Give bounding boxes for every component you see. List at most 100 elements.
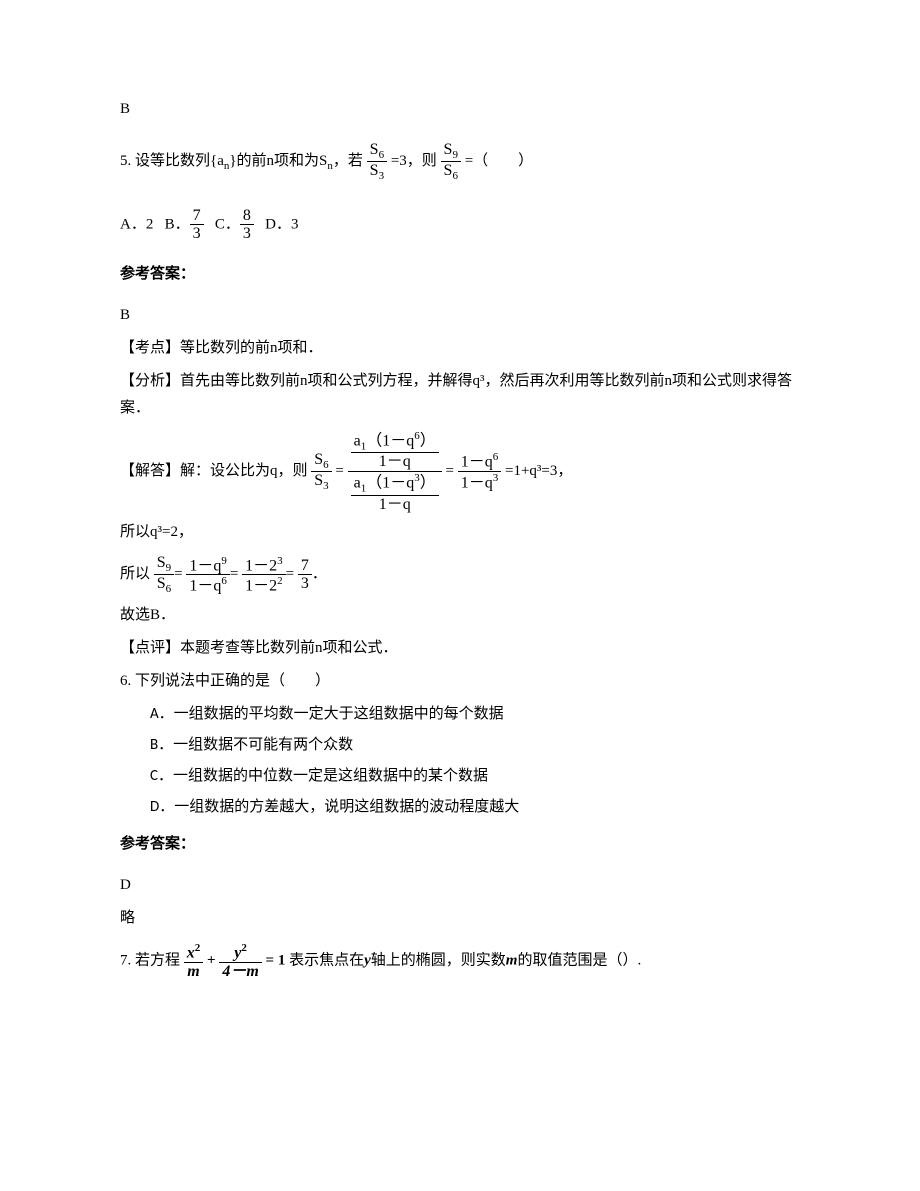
optB-frac: 73	[190, 207, 204, 243]
optC-frac: 83	[240, 207, 254, 243]
s6bs: 6	[166, 584, 172, 596]
q5-text3: ，若	[333, 153, 363, 169]
f-232: 1－23 1－22	[242, 555, 286, 596]
q7-tail: 的取值范围是（）.	[517, 952, 641, 968]
rds: 3	[493, 472, 499, 484]
mvar: m	[506, 952, 518, 968]
d22: 1－2	[245, 578, 277, 595]
bignum: a1（1－q6） 1－q	[351, 430, 439, 471]
d3: 3	[298, 575, 312, 593]
m1: m	[184, 963, 204, 981]
optCn: 8	[240, 207, 254, 226]
bigfrac: a1（1－q6） 1－q a1（1－q3） 1－q	[348, 430, 442, 513]
rightfrac: 1－q6 1－q3	[458, 451, 502, 492]
optBn: 7	[190, 207, 204, 226]
n23: 1－2	[245, 557, 277, 574]
rest2: （1－q	[366, 474, 414, 491]
ref-answer-label-1: 参考答案：	[120, 261, 810, 288]
q7-mid2: 轴上的椭圆，则实数	[371, 952, 506, 968]
rn: 1－q	[461, 453, 493, 470]
q7-mid: 表示焦点在	[289, 952, 364, 968]
q6-optC: C．一组数据的中位数一定是这组数据中的某个数据	[150, 763, 810, 790]
f1d: S	[370, 162, 379, 179]
q9ns: 9	[221, 555, 227, 567]
eq1: = 1	[266, 952, 286, 968]
s9s: 9	[166, 562, 172, 574]
q6ds: 6	[221, 575, 227, 587]
q6-answer-letter: D	[120, 872, 810, 899]
n7: 7	[298, 557, 312, 576]
f1ns: 6	[379, 149, 385, 161]
rest2b: ）	[420, 474, 436, 491]
plus: +	[207, 952, 219, 968]
optA: A．2	[120, 216, 153, 232]
f2ds: 6	[452, 170, 458, 182]
q7-stem: 7. 若方程 x2 m + y2 4－m = 1 表示焦点在y轴上的椭圆，则实数…	[120, 942, 810, 981]
rd: 1－q	[461, 474, 493, 491]
jieda-s6s3: S6 S3	[311, 451, 331, 493]
s9: S	[157, 554, 166, 571]
xsq: 2	[195, 942, 201, 954]
q5-eq3: =3，则	[391, 153, 437, 169]
q6-lue: 略	[120, 905, 810, 932]
q6-optD: D．一组数据的方差越大，说明这组数据的波动程度越大	[150, 794, 810, 821]
a1b: a	[354, 474, 361, 491]
s6s: 6	[323, 459, 329, 471]
s6b: S	[157, 575, 166, 592]
optC-pre: C．	[215, 216, 240, 232]
ysq: 2	[241, 942, 247, 954]
q7-pre: 7. 若方程	[120, 952, 184, 968]
f-73: 7 3	[298, 557, 312, 593]
suoyi2: 所以 S9 S6 = 1－q9 1－q6 = 1－23 1－22 = 7 3 ．	[120, 554, 810, 596]
f2ns: 9	[452, 149, 458, 161]
q6d: 1－q	[189, 578, 221, 595]
ref-answer-label-2: 参考答案：	[120, 831, 810, 858]
q5-text2: }的前n项和为S	[229, 153, 327, 169]
q5-frac1: S6 S3	[367, 141, 387, 183]
suoyi1: 所以q³=2，	[120, 519, 810, 546]
x: x	[187, 944, 195, 961]
s3s: 3	[323, 480, 329, 492]
q5-fenxi: 【分析】首先由等比数列前n项和公式列方程，并解得q³，然后再次利用等比数列前n项…	[120, 368, 810, 422]
q5-kaodian: 【考点】等比数列的前n项和．	[120, 335, 810, 362]
q5-stem: 5. 设等比数列{an}的前n项和为Sn，若 S6 S3 =3，则 S9 S6 …	[120, 141, 810, 183]
d22s: 2	[277, 575, 283, 587]
q5-tail: =（ ）	[465, 153, 533, 169]
period: ．	[312, 566, 327, 582]
rest1: （1－q	[366, 432, 414, 449]
oneq2: 1－q	[351, 496, 439, 514]
q9n: 1－q	[189, 557, 221, 574]
q4-answer: B	[120, 96, 810, 123]
f1n: S	[370, 141, 379, 158]
bigden: a1（1－q3） 1－q	[351, 472, 439, 513]
q7-frac1: x2 m	[184, 942, 204, 981]
a1: a	[354, 432, 361, 449]
oneq1: 1－q	[351, 453, 439, 471]
q7-frac2: y2 4－m	[219, 942, 261, 981]
rest1b: ）	[420, 432, 436, 449]
q5-text1: 5. 设等比数列{a	[120, 153, 224, 169]
jieda-pre: 【解答】解：设公比为q，则	[120, 463, 308, 479]
m4: 4－m	[219, 963, 261, 981]
optCd: 3	[240, 225, 254, 243]
n23s: 3	[277, 555, 283, 567]
q5-frac2: S9 S6	[441, 141, 461, 183]
f-q96: 1－q9 1－q6	[186, 555, 230, 596]
q5-options: A．2 B．73 C．83 D．3	[120, 207, 810, 243]
q6-stem: 6. 下列说法中正确的是（ ）	[120, 668, 810, 695]
q6-optA: A．一组数据的平均数一定大于这组数据中的每个数据	[150, 701, 810, 728]
s6: S	[314, 451, 323, 468]
jieda-tail: =1+q³=3，	[505, 463, 572, 479]
q5-answer-letter: B	[120, 302, 810, 329]
optB-pre: B．	[165, 216, 190, 232]
guxuan: 故选B．	[120, 602, 810, 629]
q5-jieda: 【解答】解：设公比为q，则 S6 S3 = a1（1－q6） 1－q a1（1－…	[120, 430, 810, 513]
optBd: 3	[190, 225, 204, 243]
f-s9s6: S9 S6	[154, 554, 174, 596]
q6-optB: B．一组数据不可能有两个众数	[150, 732, 810, 759]
yaxis: y	[364, 952, 371, 968]
suoyi2-pre: 所以	[120, 566, 150, 582]
optD: D．3	[265, 216, 298, 232]
rns: 6	[493, 451, 499, 463]
dianping: 【点评】本题考查等比数列前n项和公式．	[120, 635, 810, 662]
